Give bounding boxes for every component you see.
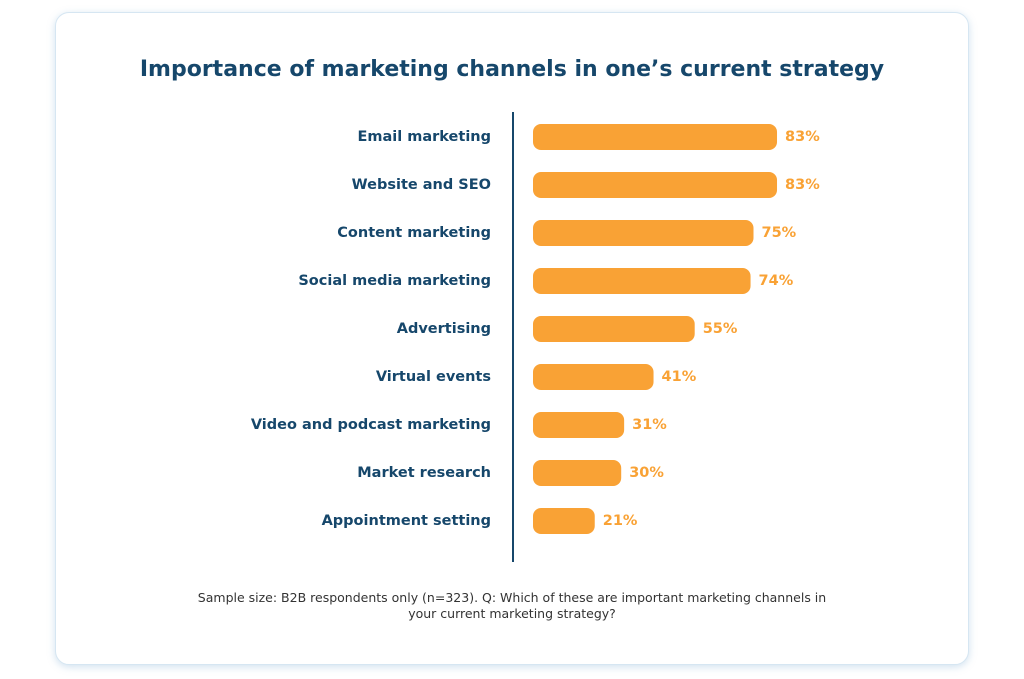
bar <box>533 220 754 246</box>
value-label: 30% <box>629 465 664 481</box>
chart-title: Importance of marketing channels in one’… <box>140 57 884 82</box>
bar <box>533 316 695 342</box>
category-label: Market research <box>357 465 491 481</box>
category-label: Virtual events <box>376 369 491 385</box>
value-label: 55% <box>703 321 738 337</box>
bar <box>533 460 622 486</box>
value-label: 75% <box>762 225 797 241</box>
category-label: Video and podcast marketing <box>251 417 491 433</box>
bar <box>533 412 625 438</box>
bar <box>533 268 751 294</box>
category-label: Email marketing <box>357 129 491 145</box>
value-label: 74% <box>759 273 794 289</box>
bar <box>533 364 654 390</box>
bar <box>533 124 778 150</box>
bar <box>533 508 595 534</box>
footnote: Sample size: B2B respondents only (n=323… <box>197 590 827 621</box>
category-label: Content marketing <box>337 225 491 241</box>
value-label: 31% <box>632 417 667 433</box>
category-label: Appointment setting <box>322 513 491 529</box>
category-label: Social media marketing <box>298 273 491 289</box>
value-label: 83% <box>785 177 820 193</box>
value-label: 83% <box>785 129 820 145</box>
value-label: 21% <box>603 513 638 529</box>
category-label: Advertising <box>397 321 491 337</box>
value-label: 41% <box>662 369 697 385</box>
category-label: Website and SEO <box>352 177 491 193</box>
bar <box>533 172 778 198</box>
